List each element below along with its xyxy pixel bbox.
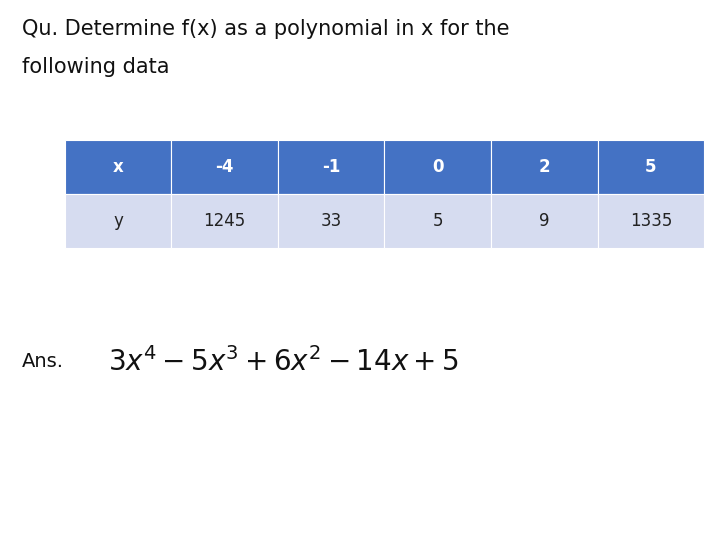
FancyBboxPatch shape: [491, 140, 598, 194]
Text: x: x: [113, 158, 123, 177]
Text: 2: 2: [539, 158, 550, 177]
Text: Qu. Determine f(x) as a polynomial in x for the: Qu. Determine f(x) as a polynomial in x …: [22, 19, 509, 39]
FancyBboxPatch shape: [384, 140, 491, 194]
Text: -4: -4: [215, 158, 234, 177]
Text: 5: 5: [645, 158, 657, 177]
FancyBboxPatch shape: [65, 194, 171, 248]
FancyBboxPatch shape: [598, 140, 704, 194]
FancyBboxPatch shape: [598, 194, 704, 248]
Text: 1335: 1335: [630, 212, 672, 231]
Text: 0: 0: [432, 158, 444, 177]
Text: -1: -1: [322, 158, 341, 177]
FancyBboxPatch shape: [65, 140, 171, 194]
Text: y: y: [113, 212, 123, 231]
Text: $3x^{4}-5x^{3}+6x^{2}-14x+5$: $3x^{4}-5x^{3}+6x^{2}-14x+5$: [108, 347, 459, 377]
FancyBboxPatch shape: [278, 140, 384, 194]
Text: 9: 9: [539, 212, 549, 231]
FancyBboxPatch shape: [171, 140, 278, 194]
Text: Ans.: Ans.: [22, 352, 63, 372]
Text: 33: 33: [320, 212, 342, 231]
FancyBboxPatch shape: [278, 194, 384, 248]
Text: 1245: 1245: [204, 212, 246, 231]
FancyBboxPatch shape: [171, 194, 278, 248]
Text: 5: 5: [433, 212, 443, 231]
FancyBboxPatch shape: [491, 194, 598, 248]
Text: following data: following data: [22, 57, 169, 77]
FancyBboxPatch shape: [384, 194, 491, 248]
